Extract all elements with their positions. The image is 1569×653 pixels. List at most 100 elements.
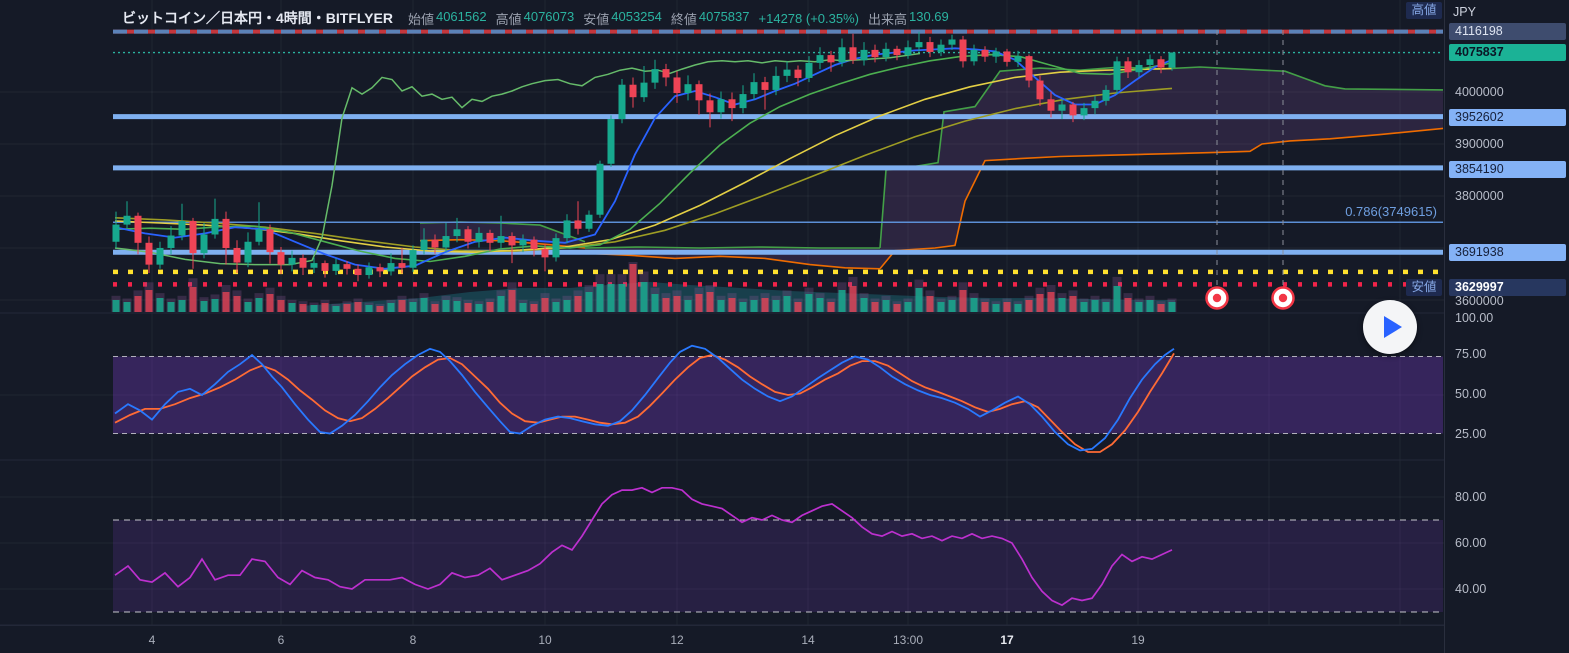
candle-body[interactable] <box>871 49 879 58</box>
candle-body[interactable] <box>310 263 318 268</box>
candle-body[interactable] <box>1091 100 1099 109</box>
candle-body[interactable] <box>596 163 604 215</box>
candle-body[interactable] <box>728 99 736 109</box>
candle-body[interactable] <box>1069 104 1077 116</box>
candle-body[interactable] <box>1003 51 1011 62</box>
candle-body[interactable] <box>684 84 692 94</box>
candle-body[interactable] <box>376 267 384 272</box>
candle-body[interactable] <box>1058 104 1066 111</box>
symbol-legend[interactable]: ビットコイン／日本円・4時間・BITFLYER 始値 4061562 高値 40760… <box>122 8 949 28</box>
candle-body[interactable] <box>409 250 417 268</box>
candle-body[interactable] <box>1025 56 1033 81</box>
candle-body[interactable] <box>497 236 505 243</box>
candle-body[interactable] <box>255 229 263 242</box>
candle-body[interactable] <box>552 238 560 258</box>
candle-body[interactable] <box>442 236 450 248</box>
candle-body[interactable] <box>211 218 219 235</box>
candle-body[interactable] <box>398 263 406 268</box>
candle-body[interactable] <box>607 119 615 164</box>
candle-body[interactable] <box>629 84 637 98</box>
candle-body[interactable] <box>805 62 813 78</box>
candle-body[interactable] <box>706 100 714 113</box>
candle-body[interactable] <box>750 82 758 95</box>
candle-body[interactable] <box>1157 59 1165 68</box>
candle-body[interactable] <box>1168 52 1176 68</box>
candle-body[interactable] <box>431 239 439 248</box>
candle-body[interactable] <box>860 49 868 61</box>
candle-body[interactable] <box>915 42 923 48</box>
candle-body[interactable] <box>343 264 351 269</box>
price-axis[interactable]: JPY 4116198 4075837 4000000 3952602 3900000 3… <box>1444 0 1569 653</box>
low-alert-badge[interactable]: 安値 <box>1406 279 1442 296</box>
candle-body[interactable] <box>618 84 626 120</box>
candle-body[interactable] <box>178 220 186 236</box>
candle-body[interactable] <box>563 220 571 239</box>
candle-body[interactable] <box>420 239 428 251</box>
candle-body[interactable] <box>475 232 483 242</box>
candle-body[interactable] <box>387 263 395 272</box>
replay-play-button[interactable] <box>1363 300 1417 354</box>
candle-body[interactable] <box>695 84 703 101</box>
candle-body[interactable] <box>365 267 373 276</box>
candle-body[interactable] <box>112 224 120 242</box>
candle-body[interactable] <box>849 47 857 61</box>
chart-plot-area[interactable]: 0.786(3749615) <box>0 0 1444 653</box>
candle-body[interactable] <box>640 82 648 98</box>
candle-body[interactable] <box>299 257 307 268</box>
candle-body[interactable] <box>233 248 241 263</box>
candle-body[interactable] <box>761 82 769 90</box>
candle-body[interactable] <box>1080 108 1088 116</box>
candle-body[interactable] <box>992 51 1000 57</box>
candle-body[interactable] <box>332 264 340 271</box>
candle-body[interactable] <box>1014 56 1022 62</box>
candle-body[interactable] <box>717 99 725 113</box>
candle-body[interactable] <box>838 47 846 63</box>
candle-body[interactable] <box>783 69 791 76</box>
candle-body[interactable] <box>673 77 681 94</box>
candle-body[interactable] <box>464 229 472 242</box>
candle-body[interactable] <box>948 39 956 45</box>
candle-body[interactable] <box>794 69 802 78</box>
candle-body[interactable] <box>541 249 549 258</box>
candle-body[interactable] <box>1146 59 1154 65</box>
candle-body[interactable] <box>959 39 967 62</box>
candle-body[interactable] <box>893 48 901 56</box>
candle-body[interactable] <box>827 55 835 63</box>
candle-body[interactable] <box>222 218 230 248</box>
candle-body[interactable] <box>772 75 780 90</box>
candle-body[interactable] <box>123 215 131 225</box>
candle-body[interactable] <box>937 44 945 52</box>
candle-body[interactable] <box>145 242 153 265</box>
candle-body[interactable] <box>134 215 142 243</box>
candle-body[interactable] <box>816 55 824 63</box>
candle-body[interactable] <box>739 94 747 109</box>
candle-body[interactable] <box>486 232 494 243</box>
candle-body[interactable] <box>1047 99 1055 111</box>
candle-body[interactable] <box>585 214 593 229</box>
candle-body[interactable] <box>321 263 329 271</box>
candle-body[interactable] <box>189 220 197 254</box>
candle-body[interactable] <box>662 69 670 78</box>
candle-body[interactable] <box>981 49 989 57</box>
candle-body[interactable] <box>970 49 978 62</box>
candle-body[interactable] <box>1113 61 1121 90</box>
candle-body[interactable] <box>508 236 516 246</box>
candle-body[interactable] <box>288 257 296 265</box>
candle-body[interactable] <box>926 42 934 52</box>
candle-body[interactable] <box>167 235 175 248</box>
candle-body[interactable] <box>1124 61 1132 73</box>
high-alert-badge[interactable]: 高値 <box>1406 2 1442 19</box>
candle-body[interactable] <box>277 252 285 265</box>
candle-body[interactable] <box>651 69 659 83</box>
candle-body[interactable] <box>574 220 582 229</box>
candle-body[interactable] <box>904 47 912 56</box>
candle-body[interactable] <box>453 229 461 237</box>
candle-body[interactable] <box>354 268 362 276</box>
candle-body[interactable] <box>1135 64 1143 73</box>
candle-body[interactable] <box>156 248 164 265</box>
candle-body[interactable] <box>882 48 890 58</box>
candle-body[interactable] <box>530 239 538 250</box>
candle-body[interactable] <box>1036 80 1044 100</box>
candle-body[interactable] <box>519 239 527 246</box>
symbol-title[interactable]: ビットコイン／日本円・4時間・BITFLYER <box>122 10 393 26</box>
